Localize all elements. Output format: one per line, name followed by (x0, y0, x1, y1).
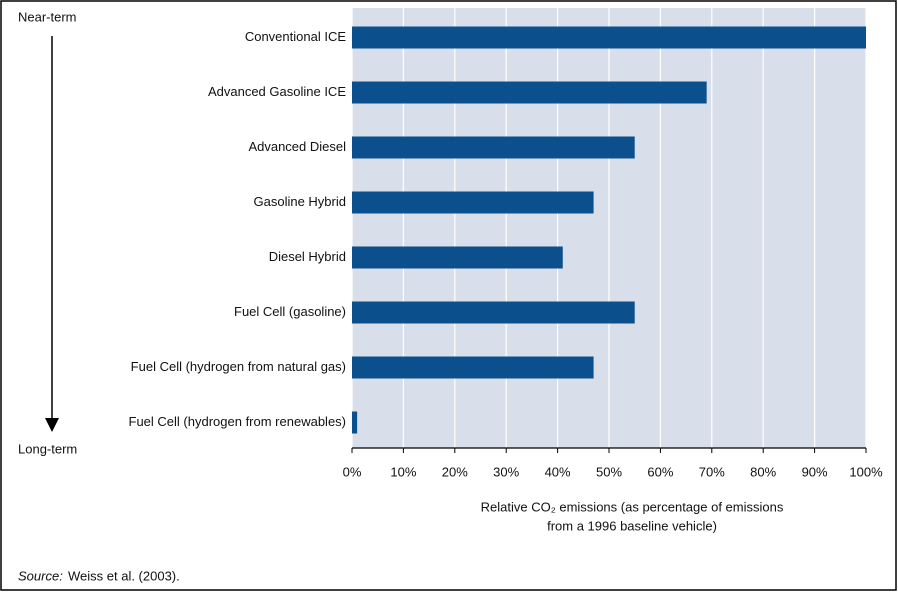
x-tick-label: 70% (699, 464, 725, 479)
y-tick-label: Advanced Diesel (248, 139, 346, 154)
y-tick-label: Fuel Cell (gasoline) (234, 304, 346, 319)
y-tick-label: Fuel Cell (hydrogen from renewables) (129, 414, 346, 429)
x-tick-label: 20% (442, 464, 468, 479)
x-tick-label: 40% (545, 464, 571, 479)
near-term-label: Near-term (18, 9, 77, 24)
y-tick-label: Gasoline Hybrid (254, 194, 347, 209)
arrow-head (45, 418, 59, 432)
x-tick-label: 60% (647, 464, 673, 479)
bar (352, 356, 594, 379)
bar (352, 81, 707, 104)
bar (352, 136, 635, 159)
bar (352, 301, 635, 324)
y-tick-label: Advanced Gasoline ICE (208, 84, 346, 99)
x-tick-label: 100% (849, 464, 883, 479)
x-tick-label: 80% (750, 464, 776, 479)
bar (352, 246, 563, 269)
bar (352, 411, 358, 434)
x-tick-label: 0% (343, 464, 362, 479)
x-tick-label: 30% (493, 464, 519, 479)
x-axis-label: Relative CO₂ emissions (as percentage of… (481, 499, 784, 514)
long-term-label: Long-term (18, 441, 77, 456)
bar (352, 191, 594, 214)
x-tick-label: 90% (802, 464, 828, 479)
source-label: Source: (18, 568, 63, 583)
bar (352, 26, 866, 49)
x-tick-label: 50% (596, 464, 622, 479)
y-tick-label: Diesel Hybrid (269, 249, 346, 264)
x-tick-label: 10% (390, 464, 416, 479)
x-axis-label: from a 1996 baseline vehicle) (547, 518, 717, 533)
source-text: Weiss et al. (2003). (68, 568, 180, 583)
y-tick-label: Fuel Cell (hydrogen from natural gas) (131, 359, 346, 374)
y-tick-label: Conventional ICE (245, 29, 346, 44)
